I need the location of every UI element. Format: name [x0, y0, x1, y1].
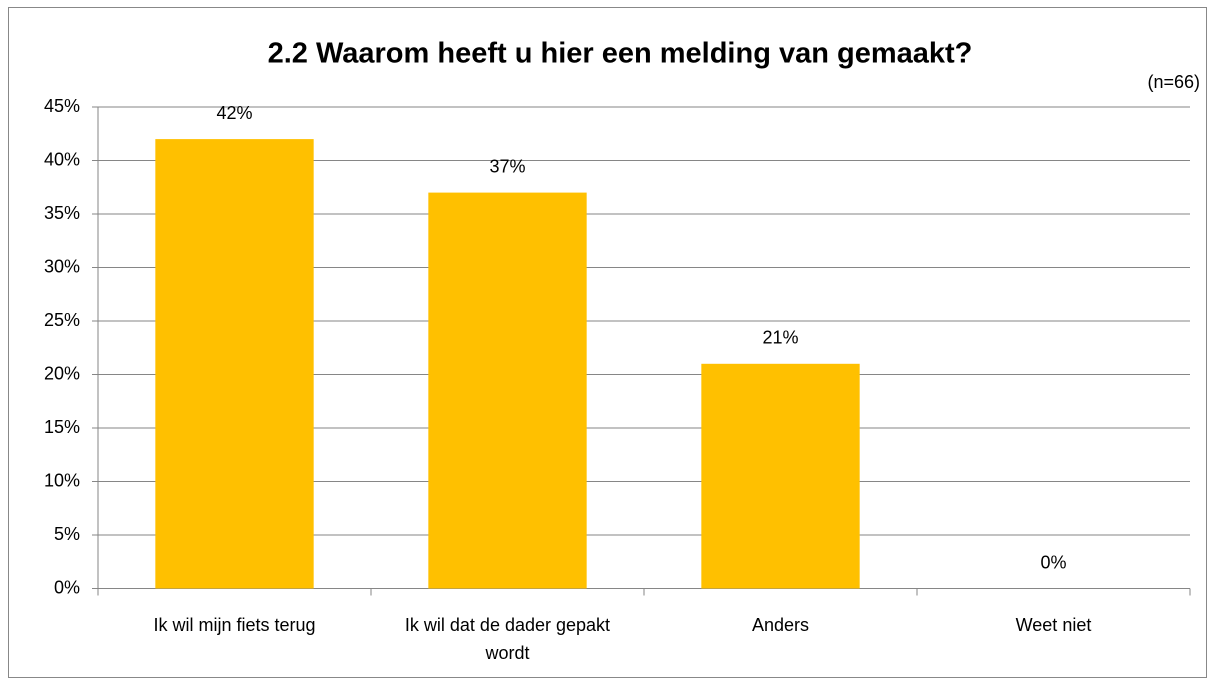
- data-label: 42%: [216, 103, 252, 123]
- y-tick-label: 15%: [44, 417, 80, 437]
- y-tick-label: 0%: [54, 577, 80, 597]
- y-tick-label: 10%: [44, 470, 80, 490]
- x-tick-label: Anders: [751, 615, 809, 635]
- y-tick-label: 30%: [44, 256, 80, 276]
- x-tick-label: Weet niet: [1015, 615, 1092, 635]
- y-tick-label: 25%: [44, 310, 80, 330]
- chart-subtitle: (n=66): [1147, 72, 1200, 92]
- x-tick-label: Ik wil mijn fiets terug: [153, 615, 316, 635]
- chart-title: 2.2 Waarom heeft u hier een melding van …: [268, 38, 973, 70]
- data-label: 21%: [762, 328, 798, 348]
- data-label: 0%: [1040, 552, 1066, 572]
- data-label: 37%: [489, 156, 525, 176]
- y-tick-label: 5%: [54, 524, 80, 544]
- bar: [155, 139, 314, 589]
- y-tick-label: 45%: [44, 96, 80, 116]
- y-tick-label: 40%: [44, 149, 80, 169]
- bar: [428, 192, 587, 589]
- x-tick-label: Ik wil dat de dader gepakt wordt: [404, 615, 611, 663]
- bar: [701, 363, 860, 589]
- y-tick-label: 20%: [44, 363, 80, 383]
- y-tick-label: 35%: [44, 203, 80, 223]
